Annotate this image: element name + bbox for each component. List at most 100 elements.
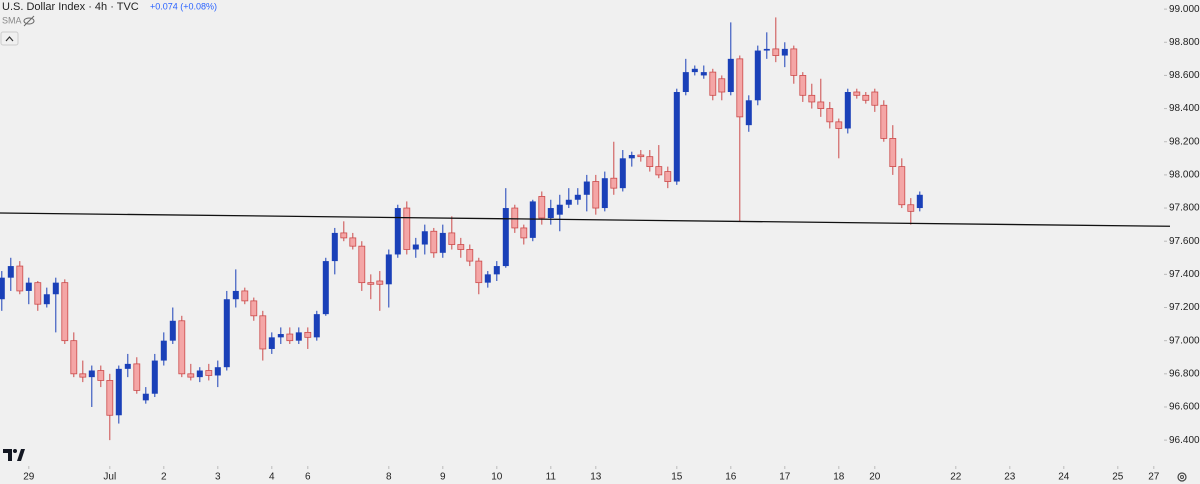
collapse-button[interactable] [0, 31, 19, 46]
x-tick-label: 22 [950, 472, 962, 483]
candle-body [7, 266, 14, 278]
candle-body [304, 331, 312, 338]
candle-body [547, 208, 554, 218]
candle-body [808, 94, 816, 103]
candle-body [520, 227, 528, 239]
y-tick-label: 98.400 [1169, 103, 1200, 114]
candle-body [916, 194, 923, 209]
candle-body [799, 75, 807, 96]
candle-body [394, 208, 401, 255]
y-tick-label: 97.200 [1169, 302, 1200, 313]
candle-body [502, 208, 509, 267]
candle-body [538, 196, 546, 219]
candle-body [421, 231, 428, 245]
candle-body [790, 48, 798, 76]
candle-body [880, 104, 888, 139]
candle-body [268, 337, 275, 349]
candle-body [844, 92, 851, 129]
candle-body [349, 237, 357, 247]
candle-body [457, 244, 465, 250]
x-tick-label: 9 [440, 472, 446, 483]
candle-body [214, 367, 221, 376]
tv-logo[interactable] [3, 449, 25, 461]
x-tick-label: 23 [1004, 472, 1016, 483]
candle-body [565, 199, 572, 205]
x-tick-label: 18 [833, 472, 845, 483]
y-tick-label: 97.000 [1169, 335, 1200, 346]
candle-body [871, 91, 879, 106]
candle-body [358, 245, 366, 284]
candle-body [889, 138, 897, 168]
candle-body [106, 380, 114, 416]
x-tick-label: 24 [1058, 472, 1070, 483]
candle-body [484, 274, 491, 283]
candle-body [601, 178, 608, 209]
y-tick-label: 97.800 [1169, 203, 1200, 214]
candle-body [736, 58, 744, 118]
plot [0, 17, 1171, 441]
candle-body [493, 266, 500, 275]
settings-icon[interactable] [1177, 472, 1187, 482]
candle-body [0, 277, 5, 300]
candle-body [853, 91, 861, 96]
candle-body [664, 171, 672, 182]
candle-body [142, 393, 149, 401]
candle-body [583, 181, 590, 195]
candle-body [16, 265, 24, 292]
candle-body [439, 232, 446, 253]
candle-body [196, 370, 203, 378]
candle-body [61, 282, 69, 342]
candle-body [340, 232, 348, 239]
candle-body [385, 254, 392, 285]
candle-body [97, 370, 105, 381]
x-tick-label: 13 [590, 472, 602, 483]
candle-body [862, 94, 870, 101]
candle-body [52, 282, 59, 295]
x-tick-label: 29 [23, 472, 35, 483]
hide-icon[interactable] [23, 15, 35, 27]
candle-body [646, 156, 654, 168]
x-tick-label: 17 [779, 472, 791, 483]
candle-body [412, 244, 419, 250]
candle-body [907, 204, 915, 212]
candle-body [628, 155, 635, 159]
change: +0.074 (+0.08%) [150, 1, 217, 11]
candle-body [466, 249, 474, 262]
x-tick-label: 20 [869, 472, 881, 483]
candle-body [763, 48, 770, 51]
candle-body [34, 282, 42, 305]
x-tick-label: 4 [269, 472, 275, 483]
x-tick-label: 15 [671, 472, 683, 483]
y-tick-label: 96.800 [1169, 368, 1200, 379]
candle-body [151, 360, 158, 394]
candle-body [403, 207, 411, 250]
candle-body [754, 50, 761, 101]
candle-body [673, 92, 680, 182]
candle-body [511, 207, 519, 229]
candle-body [700, 72, 707, 76]
candle-body [313, 314, 320, 338]
candle-body [205, 370, 213, 376]
x-tick-label: 2 [161, 472, 167, 483]
candle-body [682, 72, 689, 93]
candle-body [745, 100, 752, 126]
x-tick-label: 10 [491, 472, 503, 483]
candle-body [250, 300, 258, 317]
candle-body [187, 373, 195, 378]
candle-body [772, 48, 780, 56]
x-tick-label: 6 [305, 472, 311, 483]
y-tick-label: 96.400 [1169, 435, 1200, 446]
x-tick-label: 25 [1112, 472, 1124, 483]
candle-body [322, 261, 329, 315]
candle-body [898, 166, 906, 206]
candle-body [619, 158, 626, 189]
candle-body [709, 71, 717, 96]
x-tick-label: Jul [103, 472, 116, 483]
candle-body [241, 290, 249, 302]
candle-body [79, 373, 87, 378]
candle-body [637, 154, 645, 158]
candle-body [817, 101, 825, 109]
y-tick-label: 98.200 [1169, 136, 1200, 147]
